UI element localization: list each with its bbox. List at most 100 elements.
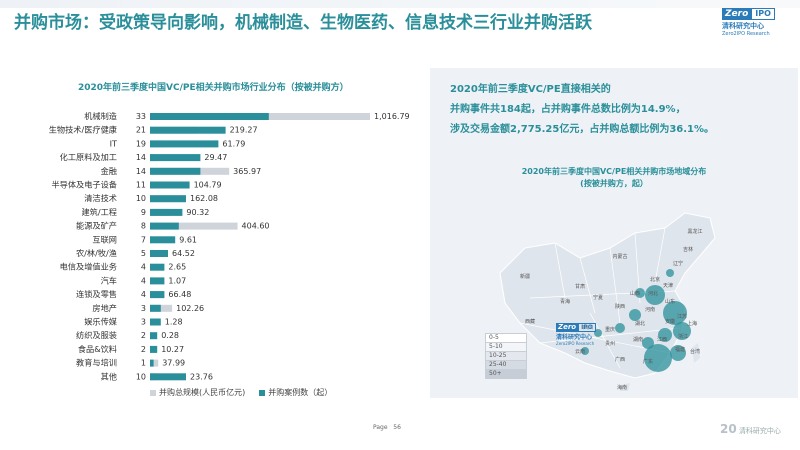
volume-label: 0.28 [161, 331, 179, 340]
summary-panel: 2020年前三季度VC/PE直接相关的 并购事件共184起，占并购事件总数比例为… [430, 68, 798, 398]
count-bar [150, 154, 201, 162]
volume-label: 64.52 [172, 249, 195, 258]
region-label: 山东 [665, 298, 675, 305]
map-logo-ipo: IPO [578, 323, 596, 332]
count-label: 14 [136, 167, 146, 176]
map-legend-1: 5-10 [485, 342, 527, 351]
count-bar [150, 332, 158, 340]
volume-label: 9.61 [179, 235, 197, 244]
count-bar [150, 318, 161, 326]
count-bar [150, 113, 269, 120]
volume-label: 23.76 [190, 372, 213, 381]
page-title: 并购市场：受政策导向影响，机械制造、生物医药、信息技术三行业并购活跃 [14, 13, 592, 33]
volume-label: 404.60 [242, 222, 270, 231]
count-bar [150, 126, 226, 134]
page-label: Page [373, 424, 388, 431]
count-label: 3 [141, 318, 146, 327]
page-number-value: 56 [393, 424, 401, 431]
category-label: IT [110, 138, 118, 148]
volume-label: 104.79 [194, 181, 222, 190]
count-label: 5 [141, 249, 146, 258]
category-label: 机械制造 [84, 111, 117, 121]
volume-label: 162.08 [190, 194, 218, 203]
region-label: 黑龙江 [687, 228, 702, 235]
category-label: 农/林/牧/渔 [76, 248, 117, 258]
region-label: 辽宁 [673, 260, 683, 267]
map-legend: 0-5 5-10 10-25 25-40 50+ [485, 333, 527, 379]
count-bar [150, 181, 190, 189]
category-label: 汽车 [101, 275, 117, 285]
region-bubble [615, 323, 625, 333]
logo-ipo-text: IPO [751, 8, 775, 20]
region-label: 重庆 [605, 326, 615, 333]
map-logo: Zero IPO 清科研究中心 Zero2IPO Research [556, 323, 606, 346]
map-logo-en: Zero2IPO Research [556, 341, 595, 346]
footer-logo-text: 清科研究中心 [738, 427, 781, 435]
volume-label: 365.97 [233, 167, 261, 176]
count-label: 2 [141, 331, 146, 340]
volume-label: 2.65 [168, 263, 186, 272]
chart-legend: 并购总规模(人民币亿元) 并购案例数（起） [150, 387, 332, 398]
category-label: 电信及增值业务 [60, 262, 117, 272]
region-label: 湖南 [633, 336, 643, 343]
volume-label: 66.48 [168, 290, 191, 299]
volume-label: 1,016.79 [374, 112, 410, 121]
region-label: 江苏 [677, 313, 687, 320]
region-label: 福建 [675, 346, 685, 353]
map-legend-3: 25-40 [485, 360, 527, 369]
logo-en-text: Zero2IPO Research [722, 31, 770, 37]
region-label: 新疆 [520, 273, 530, 280]
volume-label: 90.32 [186, 208, 209, 217]
region-label: 广西 [615, 356, 625, 363]
region-label: 山西 [630, 290, 640, 297]
volume-bar [150, 304, 173, 312]
left-chart-title: 2020年前三季度中国VC/PE相关并购市场行业分布（按被并购方） [78, 83, 349, 93]
region-label: 广东 [643, 358, 653, 365]
region-label: 北京 [650, 276, 660, 283]
region-label: 甘肃 [575, 283, 585, 290]
region-label: 湖北 [635, 320, 645, 327]
category-label: 纺织及服装 [76, 330, 117, 340]
count-label: 14 [136, 153, 146, 162]
volume-label: 37.99 [162, 359, 185, 368]
region-label: 内蒙古 [612, 253, 627, 260]
region-label: 宁夏 [593, 294, 603, 301]
hainan-shape [620, 383, 630, 391]
count-bar [150, 359, 154, 367]
page-number: Page 56 [373, 424, 401, 431]
region-bubble [673, 322, 691, 340]
category-label: 互联网 [92, 234, 117, 244]
count-label: 2 [141, 345, 146, 354]
region-label: 四川 [583, 325, 593, 331]
category-label: 建筑/工程 [81, 207, 117, 217]
volume-label: 29.47 [204, 153, 227, 162]
region-label: 吉林 [683, 246, 693, 253]
region-bubble [645, 285, 665, 305]
count-label: 10 [136, 194, 146, 203]
legend-item-count: 并购案例数（起） [259, 387, 332, 398]
count-bar [150, 373, 186, 381]
volume-bar [150, 359, 159, 367]
category-label: 娱乐传媒 [84, 317, 117, 327]
volume-label: 1.28 [165, 318, 183, 327]
region-label: 海南 [617, 384, 627, 391]
region-label: 青海 [560, 298, 570, 305]
category-label: 化工原料及加工 [60, 152, 117, 162]
count-label: 9 [141, 208, 146, 217]
region-label: 上海 [687, 320, 697, 327]
count-label: 21 [136, 126, 146, 135]
count-bar [150, 304, 161, 312]
category-label: 能源及矿产 [76, 221, 117, 231]
category-label: 房地产 [92, 303, 117, 313]
map-logo-cn: 清科研究中心 [556, 334, 593, 341]
map-logo-zero: Zero [556, 323, 579, 332]
count-bar [150, 208, 183, 216]
region-bubble [666, 269, 674, 277]
count-label: 19 [136, 139, 146, 148]
count-bar [150, 250, 168, 257]
province-lines [519, 227, 681, 369]
category-label: 教育与培训 [76, 358, 117, 368]
count-label: 3 [141, 304, 146, 313]
